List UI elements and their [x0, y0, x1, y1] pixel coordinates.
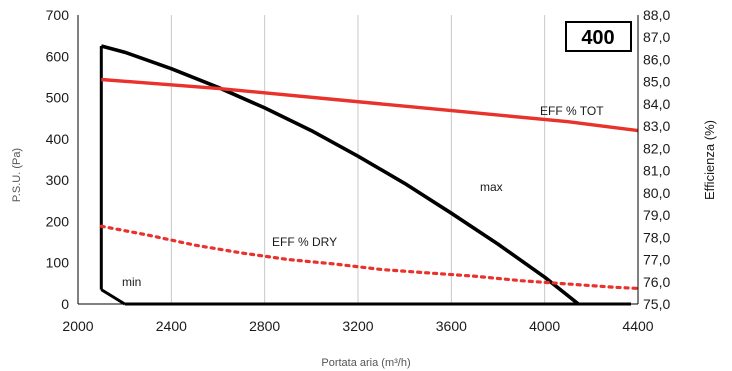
- max-curve: [100, 44, 580, 306]
- y2-tick-label: 87,0: [643, 29, 670, 45]
- curves: [99, 44, 640, 306]
- y2-tick-label: 80,0: [643, 185, 670, 201]
- y2-tick-label: 75,0: [643, 296, 670, 312]
- y2-tick-label: 81,0: [643, 163, 670, 179]
- x-tick-label: 4400: [622, 318, 653, 334]
- eff-tot-label: EFF % TOT: [540, 104, 604, 118]
- y2-tick-label: 76,0: [643, 274, 670, 290]
- tick-labels: 2000 2400 2800 3200 3600 4000 4400 0 100 200 300 40…: [46, 7, 671, 334]
- y2-tick-label: 82,0: [643, 140, 670, 156]
- y-axis-title: P.S.U. (Pa): [11, 148, 23, 202]
- y-tick-label: 300: [46, 172, 70, 188]
- x-tick-label: 3200: [342, 318, 373, 334]
- x-axis-title: Portata aria (m³/h): [321, 357, 410, 369]
- y-tick-label: 0: [61, 296, 69, 312]
- y-tick-label: 700: [46, 7, 70, 23]
- y2-tick-label: 78,0: [643, 229, 670, 245]
- x-tick-label: 4000: [529, 318, 560, 334]
- y2-axis-title: Efficienza (%): [702, 120, 717, 200]
- y2-tick-label: 83,0: [643, 118, 670, 134]
- eff-tot-line: [101, 77, 639, 133]
- y2-tick-label: 88,0: [643, 7, 670, 23]
- y2-tick-label: 77,0: [643, 252, 670, 268]
- min-curve: [100, 288, 126, 306]
- y-tick-label: 500: [46, 90, 70, 106]
- eff-dry-label: EFF % DRY: [272, 235, 337, 249]
- y2-tick-label: 79,0: [643, 207, 670, 223]
- eff-dry-line: [99, 224, 640, 290]
- x-tick-label: 3600: [436, 318, 467, 334]
- y-tick-label: 600: [46, 48, 70, 64]
- min-label: min: [122, 275, 141, 289]
- x-tick-label: 2000: [62, 318, 93, 334]
- max-label: max: [480, 180, 503, 194]
- y-tick-label: 100: [46, 255, 70, 271]
- model-label: 400: [581, 27, 614, 49]
- x-tick-label: 2400: [156, 318, 187, 334]
- y-tick-label: 200: [46, 213, 70, 229]
- x-tick-label: 2800: [249, 318, 280, 334]
- y2-tick-label: 84,0: [643, 96, 670, 112]
- y2-tick-label: 85,0: [643, 74, 670, 90]
- y2-tick-label: 86,0: [643, 51, 670, 67]
- y-tick-label: 400: [46, 131, 70, 147]
- model-box: [565, 21, 632, 52]
- grid: [170, 15, 546, 304]
